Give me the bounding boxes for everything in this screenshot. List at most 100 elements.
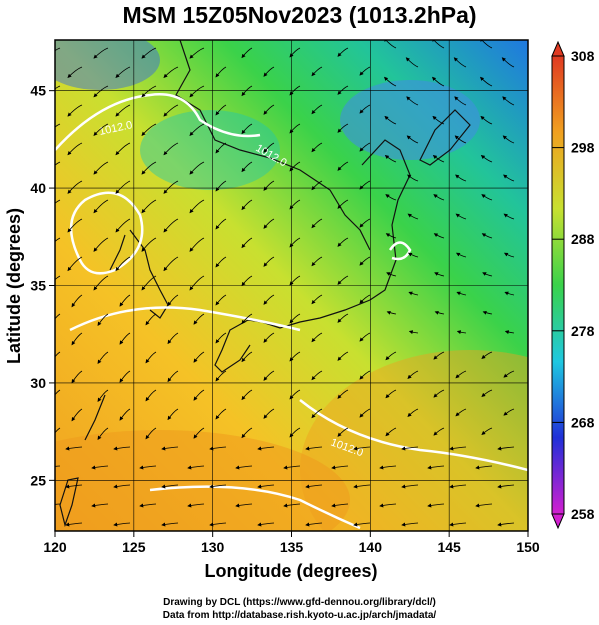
wind-streamline	[93, 85, 109, 98]
wind-streamline	[55, 275, 61, 281]
wind-streamline	[161, 446, 179, 451]
wind-streamline	[384, 115, 397, 125]
wind-streamline	[263, 104, 275, 115]
wind-streamline	[359, 142, 371, 152]
wind-streamline	[502, 96, 515, 106]
wind-streamline	[141, 275, 157, 291]
wind-streamline	[407, 174, 419, 182]
y-axis: 25 30 35 40 45	[30, 83, 55, 488]
wind-streamline	[337, 237, 349, 247]
wind-streamline	[353, 446, 371, 451]
wind-streamline	[163, 104, 179, 117]
wind-streamline	[189, 275, 205, 291]
wind-streamline	[241, 427, 253, 439]
colorbar-label: 298	[571, 140, 595, 156]
wind-streamline	[93, 275, 109, 291]
wind-streamline	[209, 522, 227, 527]
wind-streamline	[449, 446, 467, 451]
colorbar-label: 288	[571, 231, 595, 247]
wind-streamline	[257, 446, 275, 451]
wind-streamline	[433, 389, 445, 398]
wind-streamline	[55, 237, 61, 243]
wind-streamline	[337, 161, 349, 171]
y-tick-label: 35	[30, 278, 46, 294]
wind-streamline	[209, 446, 227, 451]
wind-streamline	[405, 57, 419, 68]
wind-streamline	[337, 199, 349, 209]
wind-streamline	[311, 104, 323, 115]
wind-streamline	[193, 389, 205, 401]
wind-streamline	[383, 76, 397, 87]
wind-streamline	[263, 294, 275, 305]
colorbar-label: 268	[571, 414, 595, 430]
wind-streamline	[263, 218, 275, 229]
wind-streamline	[115, 256, 131, 272]
wind-streamline	[289, 47, 301, 58]
wind-streamline	[67, 66, 83, 79]
wind-streamline	[475, 503, 493, 508]
lat-lon-grid	[55, 40, 528, 531]
wind-streamline	[408, 330, 419, 335]
wind-streamline	[359, 408, 371, 418]
wind-streamline	[141, 237, 157, 252]
wind-streamline	[119, 332, 131, 345]
wind-streamline	[189, 85, 205, 98]
x-tick-label: 145	[437, 539, 461, 555]
wind-streamline	[289, 427, 301, 438]
wind-streamline	[337, 85, 349, 95]
wind-streamline	[257, 484, 275, 489]
wind-streamline	[187, 503, 205, 508]
wind-streamline	[337, 275, 349, 285]
credit-data: Data from http://database.rish.kyoto-u.a…	[162, 610, 437, 621]
wind-streamline	[235, 465, 253, 470]
wind-streamline	[65, 446, 83, 451]
wind-streamline	[193, 351, 205, 363]
wind-streamline	[189, 47, 205, 59]
wind-streamline	[289, 351, 301, 362]
y-tick-label: 30	[30, 375, 46, 391]
wind-streamline	[305, 484, 323, 489]
x-tick-label: 130	[201, 539, 225, 555]
x-tick-label: 135	[280, 539, 304, 555]
wind-streamline	[432, 154, 445, 163]
wind-streamline	[385, 233, 397, 239]
wind-streamline	[503, 370, 515, 378]
wind-streamline	[503, 252, 515, 258]
wind-streamline	[189, 199, 205, 214]
wind-streamline	[383, 40, 397, 49]
wind-streamline	[163, 218, 179, 233]
wind-streamline	[455, 408, 467, 417]
wind-streamline	[289, 85, 301, 96]
wind-streamline	[189, 161, 205, 175]
wind-streamline	[289, 389, 301, 400]
wind-streamline	[67, 180, 83, 194]
colorbar-max-arrow	[551, 40, 565, 57]
wind-streamline	[215, 294, 227, 306]
wind-streamline	[454, 96, 467, 106]
wind-streamline	[115, 180, 131, 194]
wind-streamline	[263, 408, 275, 419]
wind-streamline	[359, 332, 371, 342]
wind-streamline	[311, 332, 323, 343]
wind-streamline	[67, 256, 83, 272]
wind-streamline	[145, 351, 157, 364]
wind-streamline	[141, 199, 157, 214]
wind-streamline	[455, 370, 467, 379]
wind-streamline	[67, 142, 83, 156]
wind-streamline	[408, 291, 419, 296]
wind-streamline	[481, 194, 493, 201]
wind-streamline	[427, 465, 445, 470]
wind-streamline	[115, 104, 131, 117]
wind-streamline	[331, 465, 349, 470]
wind-streamline	[241, 275, 253, 287]
wind-streamline	[502, 135, 515, 144]
wind-streamline	[311, 256, 323, 267]
wind-streamline	[163, 142, 179, 156]
wind-streamline	[55, 199, 61, 204]
wind-streamline	[481, 427, 493, 435]
wind-streamline	[113, 484, 131, 489]
wind-streamline	[257, 522, 275, 527]
wind-streamline	[241, 313, 253, 325]
wind-streamline	[311, 294, 323, 305]
wind-streamline	[71, 294, 83, 308]
